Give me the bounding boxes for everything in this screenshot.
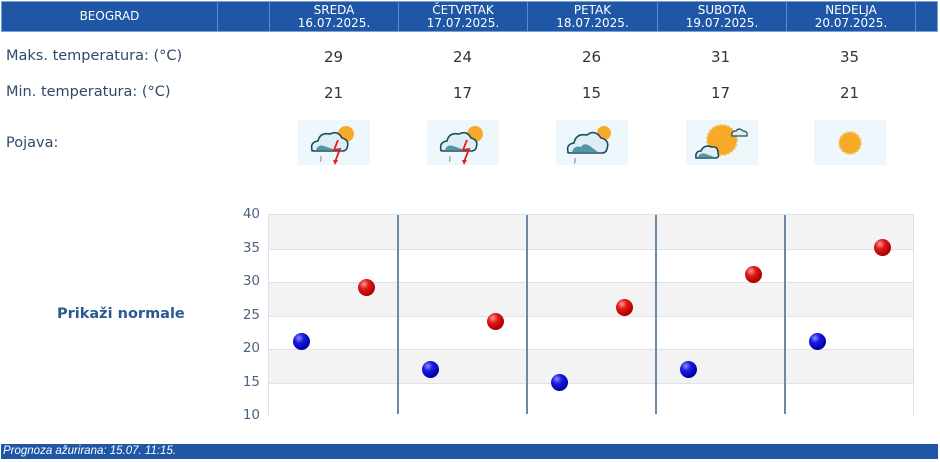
max-temp-value: 31 (710, 48, 731, 66)
day-header: ČETVRTAK 17.07.2025. (399, 2, 528, 31)
min-temp-value: 15 (581, 84, 602, 102)
day-name: SUBOTA (697, 2, 747, 17)
y-tick: 35 (242, 240, 260, 256)
show-normals-link[interactable]: Prikaži normale (57, 306, 185, 322)
min-temp-value: 17 (710, 84, 731, 102)
min-temp-dot[interactable] (293, 333, 310, 350)
day-header: SUBOTA 19.07.2025. (658, 2, 787, 31)
day-name: ČETVRTAK (432, 2, 494, 17)
sunny-icon (814, 120, 886, 165)
day-date: 16.07.2025. (297, 15, 371, 30)
day-date: 18.07.2025. (556, 15, 629, 30)
grid-band (269, 248, 913, 282)
header-end-cell (916, 2, 937, 31)
day-name: SREDA (313, 2, 355, 17)
svg-text:ȷ: ȷ (319, 154, 322, 162)
thunderstorm-partly-sunny-icon: ȷ (298, 120, 370, 165)
day-date: 20.07.2025. (814, 15, 888, 30)
day-name: PETAK (573, 2, 612, 17)
max-temp-value: 29 (323, 48, 344, 66)
max-temp-dot[interactable] (616, 299, 633, 316)
max-temp-value: 24 (452, 48, 473, 66)
day-date: 19.07.2025. (685, 15, 759, 30)
grid-band (269, 315, 913, 349)
city-name: BEOGRAD (2, 2, 218, 31)
max-temp-dot[interactable] (487, 313, 504, 330)
max-temp-value: 26 (581, 48, 602, 66)
y-tick: 15 (242, 374, 260, 390)
grid-band (269, 382, 913, 416)
y-tick: 25 (242, 307, 260, 323)
header-spacer (218, 2, 270, 31)
day-divider (655, 215, 657, 414)
min-temp-dot[interactable] (422, 361, 439, 378)
min-temp-dot[interactable] (809, 333, 826, 350)
min-temp-value: 21 (323, 84, 344, 102)
max-temp-dot[interactable] (745, 266, 762, 283)
day-divider (397, 215, 399, 414)
min-temp-dot[interactable] (551, 374, 568, 391)
day-name: NEDELJA (825, 2, 877, 17)
grid-band (269, 215, 913, 249)
grid-band (269, 282, 913, 316)
day-divider (784, 215, 786, 414)
min-temp-label: Min. temperatura: (°C) (6, 84, 171, 100)
day-date: 17.07.2025. (426, 15, 500, 30)
day-header: SREDA 16.07.2025. (270, 2, 399, 31)
max-temp-label: Maks. temperatura: (°C) (6, 48, 183, 64)
y-tick: 30 (242, 273, 260, 289)
y-tick: 20 (242, 340, 260, 356)
y-tick: 10 (242, 407, 260, 423)
partly-cloudy-sunny-icon (686, 120, 758, 165)
max-temp-value: 35 (839, 48, 860, 66)
max-temp-dot[interactable] (358, 279, 375, 296)
grid-band (269, 349, 913, 383)
temperature-chart (268, 214, 914, 416)
y-tick: 40 (242, 206, 260, 222)
max-temp-dot[interactable] (874, 239, 891, 256)
forecast-header: BEOGRAD SREDA 16.07.2025. ČETVRTAK 17.07… (1, 1, 938, 32)
svg-text:ȷ: ȷ (448, 154, 451, 162)
day-header: NEDELJA 20.07.2025. (787, 2, 916, 31)
day-divider (526, 215, 528, 414)
phenomenon-label: Pojava: (6, 135, 59, 151)
day-header: PETAK 18.07.2025. (528, 2, 658, 31)
cloudy-light-rain-icon: ȷ (556, 120, 628, 165)
thunderstorm-partly-sunny-icon: ȷ (427, 120, 499, 165)
forecast-updated-bar: Prognoza ažurirana: 15.07. 11:15. (1, 444, 938, 459)
svg-text:ȷ: ȷ (573, 156, 576, 164)
min-temp-value: 17 (452, 84, 473, 102)
min-temp-dot[interactable] (680, 361, 697, 378)
min-temp-value: 21 (839, 84, 860, 102)
